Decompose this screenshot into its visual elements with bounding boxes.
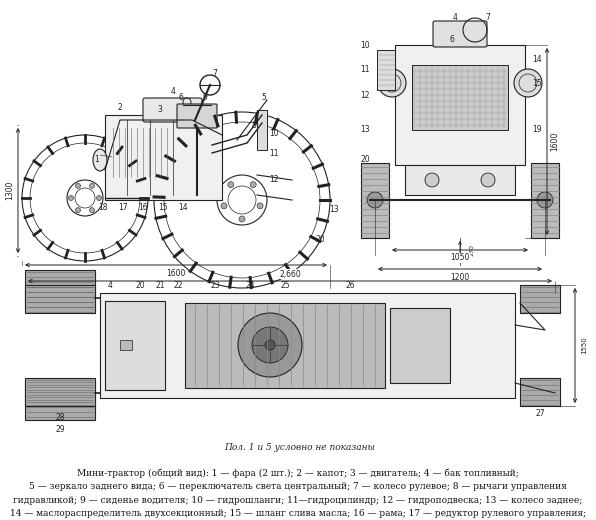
- Text: 7: 7: [213, 69, 218, 77]
- Text: 14 — маслораспределитель двухсекционный; 15 — шланг слива масла; 16 — рама; 17 —: 14 — маслораспределитель двухсекционный;…: [10, 510, 586, 518]
- Bar: [185, 303, 385, 388]
- Text: 17: 17: [118, 203, 128, 213]
- Bar: [405, 165, 515, 195]
- Text: 5: 5: [262, 93, 266, 101]
- Text: 1: 1: [95, 155, 100, 164]
- FancyBboxPatch shape: [143, 98, 202, 122]
- Circle shape: [425, 173, 439, 187]
- Circle shape: [97, 196, 101, 201]
- Circle shape: [378, 69, 406, 97]
- Text: Мини-трактор (общий вид): 1 — фара (2 шт.); 2 — капот; 3 — двигатель; 4 — бак то: Мини-трактор (общий вид): 1 — фара (2 шт…: [77, 468, 519, 477]
- Bar: [390, 308, 450, 383]
- Text: 270: 270: [470, 244, 475, 256]
- Text: 29: 29: [55, 425, 65, 435]
- Bar: [520, 378, 560, 406]
- Text: 12: 12: [269, 175, 279, 185]
- Text: 9: 9: [203, 93, 207, 101]
- Bar: [105, 115, 222, 200]
- Text: 2: 2: [117, 102, 122, 111]
- Text: 13: 13: [329, 205, 339, 214]
- Circle shape: [252, 327, 288, 363]
- FancyBboxPatch shape: [177, 104, 217, 128]
- Text: 14: 14: [532, 56, 542, 64]
- Text: 4: 4: [107, 281, 113, 291]
- Circle shape: [221, 203, 227, 209]
- Text: 26: 26: [345, 281, 355, 291]
- Text: гидравликой; 9 — сиденье водителя; 10 — гидрошланги; 11—гидроцилиндр; 12 — гидро: гидравликой; 9 — сиденье водителя; 10 — …: [13, 496, 583, 504]
- Circle shape: [76, 184, 80, 188]
- Text: 6: 6: [179, 94, 184, 102]
- Text: 18: 18: [98, 203, 108, 213]
- Text: 15: 15: [158, 203, 168, 213]
- Bar: [520, 285, 560, 313]
- Bar: [412, 65, 508, 130]
- Text: 20: 20: [360, 155, 370, 164]
- Text: 13: 13: [360, 125, 370, 135]
- Text: 28: 28: [55, 413, 65, 422]
- Bar: [25, 285, 95, 313]
- Text: 23: 23: [210, 281, 220, 291]
- Text: 1550: 1550: [581, 336, 587, 354]
- Text: 15: 15: [532, 79, 542, 87]
- Text: 7: 7: [486, 12, 491, 21]
- Text: 10: 10: [269, 128, 279, 137]
- Text: 12: 12: [360, 90, 370, 99]
- Text: 11: 11: [269, 149, 279, 158]
- Bar: [257, 110, 267, 150]
- FancyBboxPatch shape: [433, 21, 487, 47]
- Circle shape: [228, 181, 234, 188]
- Text: 27: 27: [535, 409, 545, 418]
- Text: 21: 21: [155, 281, 164, 291]
- Text: Пол. 1 и 5 условно не показаны: Пол. 1 и 5 условно не показаны: [225, 444, 375, 452]
- Circle shape: [257, 203, 263, 209]
- Circle shape: [239, 216, 245, 222]
- Text: 6: 6: [449, 35, 454, 45]
- Circle shape: [514, 69, 542, 97]
- Circle shape: [238, 313, 302, 377]
- Circle shape: [69, 196, 73, 201]
- Circle shape: [367, 192, 383, 208]
- Bar: [25, 380, 95, 420]
- Text: 19: 19: [532, 125, 542, 135]
- Bar: [395, 45, 525, 165]
- Text: 3: 3: [157, 106, 163, 114]
- Text: 11: 11: [360, 66, 370, 74]
- Bar: [531, 162, 559, 238]
- Circle shape: [76, 207, 80, 213]
- Circle shape: [481, 173, 495, 187]
- Text: 20: 20: [135, 281, 145, 291]
- Text: 4: 4: [452, 14, 458, 22]
- Text: 2,660: 2,660: [279, 269, 301, 279]
- Bar: [361, 162, 389, 238]
- Text: 1300: 1300: [5, 181, 14, 200]
- Text: 1600: 1600: [551, 132, 560, 151]
- Text: 10: 10: [360, 41, 370, 49]
- Text: 5 — зеркало заднего вида; 6 — переключатель света центральный; 7 — колесо рулево: 5 — зеркало заднего вида; 6 — переключат…: [29, 482, 567, 491]
- Circle shape: [250, 181, 256, 188]
- Circle shape: [537, 192, 553, 208]
- Circle shape: [89, 207, 95, 213]
- Bar: [100, 293, 515, 398]
- Text: 20: 20: [315, 236, 325, 244]
- Bar: [25, 378, 95, 406]
- Bar: [25, 270, 95, 310]
- Text: 4: 4: [170, 87, 175, 97]
- Text: 24: 24: [245, 281, 255, 291]
- Bar: [105, 301, 165, 390]
- Ellipse shape: [93, 149, 107, 171]
- Text: 25: 25: [280, 281, 290, 291]
- Circle shape: [265, 340, 275, 350]
- Text: 16: 16: [138, 203, 148, 213]
- Text: 14: 14: [178, 203, 188, 213]
- Text: 8: 8: [252, 121, 256, 129]
- Text: 22: 22: [173, 281, 183, 291]
- Circle shape: [89, 184, 95, 188]
- Bar: [377, 50, 395, 90]
- Text: 1200: 1200: [451, 272, 470, 281]
- Bar: [120, 340, 132, 350]
- Text: 1050: 1050: [451, 253, 470, 263]
- Text: 1600: 1600: [166, 268, 186, 278]
